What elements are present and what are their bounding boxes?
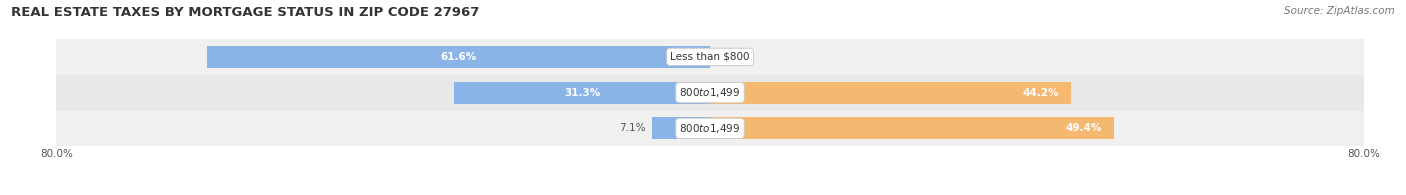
Text: 31.3%: 31.3% — [564, 88, 600, 98]
Bar — [454, 82, 710, 104]
Text: $800 to $1,499: $800 to $1,499 — [679, 86, 741, 99]
Bar — [652, 117, 710, 139]
Bar — [56, 39, 1364, 75]
Text: 49.4%: 49.4% — [1066, 123, 1101, 133]
Text: $800 to $1,499: $800 to $1,499 — [679, 122, 741, 135]
Text: 44.2%: 44.2% — [1022, 88, 1059, 98]
Bar — [710, 82, 1071, 104]
Bar — [56, 75, 1364, 111]
Bar — [710, 117, 1114, 139]
Text: 0.0%: 0.0% — [717, 52, 742, 62]
Bar — [207, 46, 710, 68]
Text: Source: ZipAtlas.com: Source: ZipAtlas.com — [1284, 6, 1395, 16]
Text: REAL ESTATE TAXES BY MORTGAGE STATUS IN ZIP CODE 27967: REAL ESTATE TAXES BY MORTGAGE STATUS IN … — [11, 6, 479, 19]
Bar — [56, 111, 1364, 146]
Text: Less than $800: Less than $800 — [671, 52, 749, 62]
Text: 7.1%: 7.1% — [619, 123, 645, 133]
Text: 61.6%: 61.6% — [440, 52, 477, 62]
